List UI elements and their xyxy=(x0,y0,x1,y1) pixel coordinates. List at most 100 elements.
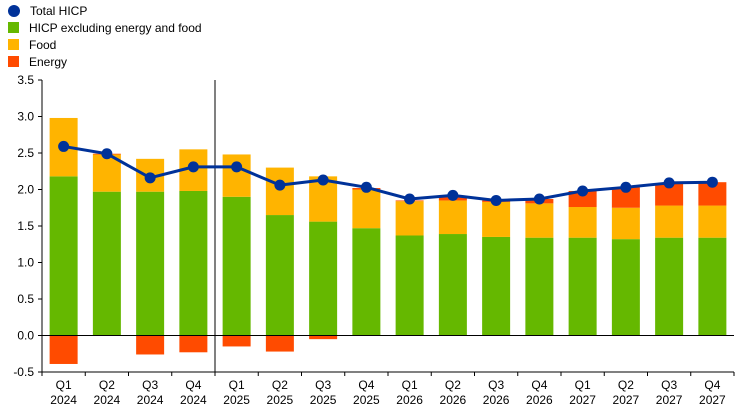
bar-hicp-excluding-energy-and-food xyxy=(525,237,554,336)
bar-hicp-excluding-energy-and-food xyxy=(482,236,511,336)
point-total-hicp xyxy=(101,148,113,160)
bar-energy xyxy=(49,335,78,364)
bar-energy xyxy=(568,190,597,208)
bar-hicp-excluding-energy-and-food xyxy=(568,237,597,336)
x-tick-label-year: 2025 xyxy=(267,393,294,407)
bar-hicp-excluding-energy-and-food xyxy=(49,176,78,336)
point-total-hicp xyxy=(620,181,632,193)
point-total-hicp xyxy=(577,185,589,197)
bar-food xyxy=(352,189,381,229)
x-tick-label-quarter: Q2 xyxy=(445,378,461,392)
bar-energy xyxy=(611,187,640,208)
legend-label-energy: Energy xyxy=(29,54,68,69)
x-tick-label-quarter: Q3 xyxy=(661,378,677,392)
legend-item-energy: Energy xyxy=(8,53,202,70)
point-total-hicp xyxy=(144,172,156,184)
legend-item-food: Food xyxy=(8,36,202,53)
point-total-hicp xyxy=(231,161,243,173)
x-tick-label-year: 2024 xyxy=(180,393,207,407)
x-tick-label-quarter: Q1 xyxy=(402,378,418,392)
x-tick-label-quarter: Q3 xyxy=(142,378,158,392)
y-tick-label: 1.5 xyxy=(17,219,34,233)
x-tick-label-quarter: Q2 xyxy=(272,378,288,392)
x-tick-label-quarter: Q1 xyxy=(56,378,72,392)
x-tick-label-year: 2026 xyxy=(526,393,553,407)
x-tick-label-year: 2024 xyxy=(94,393,121,407)
y-tick-label: 2.0 xyxy=(17,183,34,197)
bar-hicp-excluding-energy-and-food xyxy=(352,228,381,336)
bar-food xyxy=(222,154,251,197)
x-tick-label-quarter: Q4 xyxy=(531,378,547,392)
bar-energy xyxy=(179,335,208,353)
bar-food xyxy=(438,200,467,235)
bar-hicp-excluding-energy-and-food xyxy=(136,191,165,336)
bar-energy xyxy=(309,335,338,340)
x-tick-label-year: 2025 xyxy=(353,393,380,407)
x-tick-label-quarter: Q2 xyxy=(618,378,634,392)
bar-hicp-excluding-energy-and-food xyxy=(309,221,338,336)
x-tick-label-year: 2026 xyxy=(483,393,510,407)
bar-hicp-excluding-energy-and-food xyxy=(611,239,640,336)
point-total-hicp xyxy=(58,140,70,152)
legend-swatch-food xyxy=(8,39,19,50)
x-tick-label-quarter: Q4 xyxy=(704,378,720,392)
point-total-hicp xyxy=(404,193,416,205)
legend-swatch-core xyxy=(8,22,19,33)
x-tick-label-quarter: Q3 xyxy=(488,378,504,392)
legend-item-core: HICP excluding energy and food xyxy=(8,19,202,36)
bar-hicp-excluding-energy-and-food xyxy=(222,196,251,336)
x-tick-label-quarter: Q1 xyxy=(575,378,591,392)
x-tick-label-quarter: Q4 xyxy=(185,378,201,392)
bar-food xyxy=(568,207,597,238)
bar-food xyxy=(395,201,424,236)
bar-energy xyxy=(655,183,684,206)
y-tick-label: 0.0 xyxy=(17,329,34,343)
bar-food xyxy=(698,205,727,238)
point-total-hicp xyxy=(533,193,545,205)
y-tick-label: -0.5 xyxy=(13,365,34,379)
bar-food xyxy=(655,205,684,238)
x-tick-label-year: 2027 xyxy=(699,393,726,407)
bar-food xyxy=(92,154,121,192)
point-total-hicp xyxy=(447,189,459,201)
line-total-hicp xyxy=(63,144,713,202)
x-tick-label-quarter: Q1 xyxy=(229,378,245,392)
bar-food xyxy=(525,203,554,238)
point-total-hicp xyxy=(360,181,372,193)
x-tick-label-year: 2025 xyxy=(310,393,337,407)
legend-label-food: Food xyxy=(29,37,57,52)
bar-hicp-excluding-energy-and-food xyxy=(179,190,208,336)
legend-label-core: HICP excluding energy and food xyxy=(29,20,202,35)
legend: Total HICP HICP excluding energy and foo… xyxy=(8,2,202,70)
x-tick-label-year: 2024 xyxy=(137,393,164,407)
bar-food xyxy=(265,167,294,216)
bar-food xyxy=(482,201,511,237)
bar-food xyxy=(611,207,640,240)
x-tick-label-quarter: Q2 xyxy=(99,378,115,392)
bar-hicp-excluding-energy-and-food xyxy=(265,215,294,336)
legend-label-total-hicp: Total HICP xyxy=(30,3,88,18)
y-tick-label: 3.5 xyxy=(17,73,34,87)
y-tick-label: 2.5 xyxy=(17,146,34,160)
x-tick-label-year: 2027 xyxy=(656,393,683,407)
point-total-hicp xyxy=(663,177,675,189)
legend-swatch-energy xyxy=(8,56,19,67)
bar-hicp-excluding-energy-and-food xyxy=(438,234,467,336)
x-tick-label-year: 2026 xyxy=(396,393,423,407)
bar-energy xyxy=(698,182,727,206)
x-tick-label-quarter: Q3 xyxy=(315,378,331,392)
x-tick-label-year: 2026 xyxy=(440,393,467,407)
point-total-hicp xyxy=(317,174,329,186)
legend-swatch-total-hicp xyxy=(8,4,20,17)
bar-energy xyxy=(136,335,165,355)
bar-hicp-excluding-energy-and-food xyxy=(92,191,121,336)
bar-hicp-excluding-energy-and-food xyxy=(655,237,684,336)
point-total-hicp xyxy=(187,161,199,173)
bar-hicp-excluding-energy-and-food xyxy=(698,237,727,336)
legend-item-total-hicp: Total HICP xyxy=(8,2,202,19)
y-tick-label: 3.0 xyxy=(17,110,34,124)
y-tick-label: 0.5 xyxy=(17,292,34,306)
x-tick-label-year: 2027 xyxy=(569,393,596,407)
